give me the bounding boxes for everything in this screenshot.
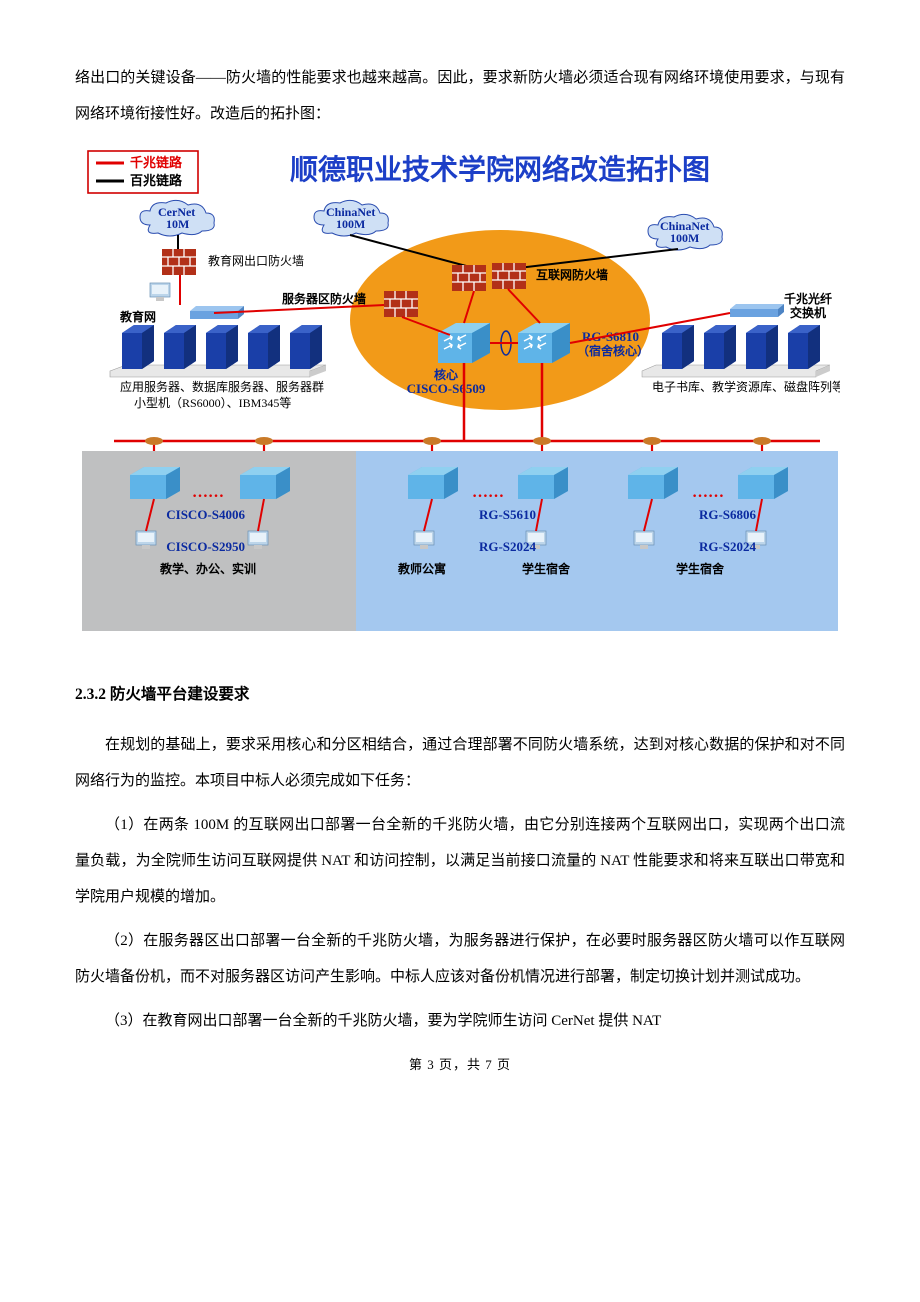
svg-text:互联网防火墙: 互联网防火墙 [536, 267, 608, 282]
svg-text:千兆链路: 千兆链路 [130, 155, 183, 170]
svg-text:交换机: 交换机 [790, 305, 826, 320]
topology-svg: 千兆链路 百兆链路 顺德职业技术学院网络改造拓扑图 CerNet 10M Chi… [80, 145, 840, 645]
svg-text:应用服务器、数据库服务器、服务器群: 应用服务器、数据库服务器、服务器群 [120, 379, 324, 394]
svg-text:RG-S6806: RG-S6806 [699, 507, 757, 522]
svg-text:教育网出口防火墙: 教育网出口防火墙 [208, 253, 304, 268]
svg-text:千兆光纤: 千兆光纤 [784, 291, 832, 306]
section-232-p1: 在规划的基础上，要求采用核心和分区相结合，通过合理部署不同防火墙系统，达到对核心… [75, 727, 845, 799]
page-footer: 第 3 页，共 7 页 [75, 1049, 845, 1080]
section-232-p4: （3）在教育网出口部署一台全新的千兆防火墙，要为学院师生访问 CerNet 提供… [75, 1003, 845, 1039]
svg-text:电子书库、教学资源库、磁盘阵列等: 电子书库、教学资源库、磁盘阵列等 [652, 379, 840, 394]
section-232-heading: 2.3.2 防火墙平台建设要求 [75, 676, 845, 713]
svg-text:CISCO-S2950: CISCO-S2950 [166, 539, 245, 554]
svg-text:核心: 核心 [434, 367, 458, 382]
svg-text:服务器区防火墙: 服务器区防火墙 [282, 291, 366, 306]
svg-text:RG-S2024: RG-S2024 [699, 539, 757, 554]
svg-text:……: …… [472, 484, 504, 501]
svg-text:100M: 100M [670, 231, 699, 245]
svg-text:学生宿舍: 学生宿舍 [676, 561, 725, 576]
svg-text:RG-S5610: RG-S5610 [479, 507, 536, 522]
section-232-p2: （1）在两条 100M 的互联网出口部署一台全新的千兆防火墙，由它分别连接两个互… [75, 807, 845, 915]
svg-text:（宿舍核心）: （宿舍核心） [577, 343, 649, 358]
svg-text:学生宿舍: 学生宿舍 [522, 561, 571, 576]
section-232-p3: （2）在服务器区出口部署一台全新的千兆防火墙，为服务器进行保护，在必要时服务器区… [75, 923, 845, 995]
svg-text:CISCO-S4006: CISCO-S4006 [166, 507, 245, 522]
svg-text:小型机（RS6000）、IBM345等: 小型机（RS6000）、IBM345等 [134, 396, 291, 410]
svg-text:CISCO-S6509: CISCO-S6509 [407, 381, 486, 396]
svg-text:教师公寓: 教师公寓 [397, 561, 446, 576]
svg-text:RG-S2024: RG-S2024 [479, 539, 537, 554]
topology-diagram: 千兆链路 百兆链路 顺德职业技术学院网络改造拓扑图 CerNet 10M Chi… [79, 144, 841, 646]
svg-text:100M: 100M [336, 217, 365, 231]
intro-paragraph: 络出口的关键设备——防火墙的性能要求也越来越高。因此，要求新防火墙必须适合现有网… [75, 60, 845, 132]
svg-text:教育网: 教育网 [119, 309, 156, 324]
diagram-title: 顺德职业技术学院网络改造拓扑图 [290, 153, 710, 186]
svg-text:10M: 10M [166, 217, 189, 231]
svg-text:……: …… [692, 484, 724, 501]
svg-text:教学、办公、实训: 教学、办公、实训 [159, 561, 256, 576]
svg-text:百兆链路: 百兆链路 [130, 173, 183, 188]
svg-text:……: …… [192, 484, 224, 501]
